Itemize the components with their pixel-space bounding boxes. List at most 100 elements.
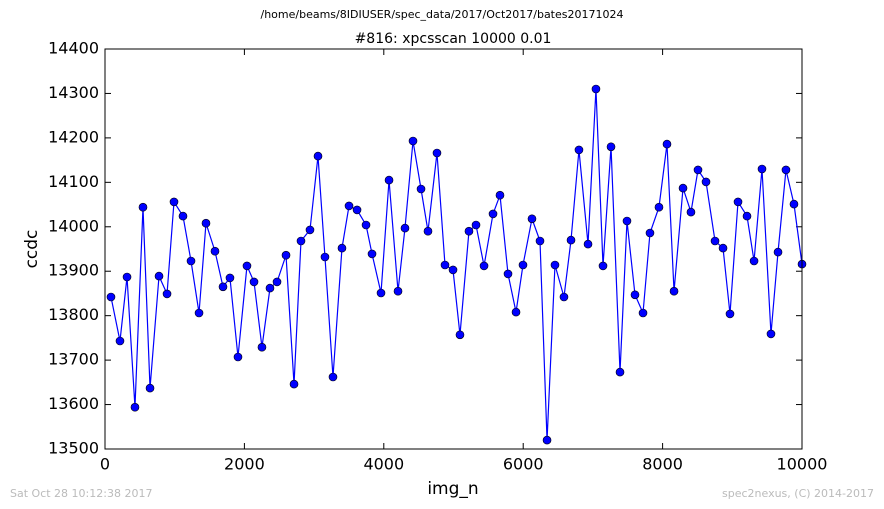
- data-point: [742, 211, 752, 221]
- data-point: [448, 265, 458, 275]
- data-point: [773, 247, 783, 257]
- data-point: [218, 282, 228, 292]
- data-point: [678, 183, 688, 193]
- data-point: [598, 261, 608, 271]
- data-point: [638, 308, 648, 318]
- data-point: [210, 246, 220, 256]
- y-tick-label: 14000: [48, 216, 99, 235]
- x-tick-label: 2000: [224, 455, 265, 474]
- x-axis-label: img_n: [427, 479, 478, 499]
- data-point: [710, 236, 720, 246]
- data-point: [542, 435, 552, 445]
- data-point: [464, 226, 474, 236]
- data-point: [169, 197, 179, 207]
- data-point: [257, 342, 267, 352]
- data-point: [645, 228, 655, 238]
- data-point: [320, 252, 330, 262]
- data-point: [194, 308, 204, 318]
- data-point: [488, 209, 498, 219]
- x-tick-label: 8000: [642, 455, 683, 474]
- data-point: [337, 243, 347, 253]
- data-point: [622, 216, 632, 226]
- data-point: [296, 236, 306, 246]
- data-point: [503, 269, 513, 279]
- data-point: [789, 199, 799, 209]
- footer-right: spec2nexus, (C) 2014-2017: [722, 487, 874, 500]
- data-point: [693, 165, 703, 175]
- x-tick-label: 4000: [363, 455, 404, 474]
- data-point: [574, 145, 584, 155]
- data-point: [725, 309, 735, 319]
- data-point: [654, 202, 664, 212]
- data-point: [471, 220, 481, 230]
- y-tick-label: 14200: [48, 127, 99, 146]
- data-point: [701, 177, 711, 187]
- data-line: [110, 88, 803, 441]
- data-point: [432, 148, 442, 158]
- data-point: [281, 250, 291, 260]
- data-point: [138, 202, 148, 212]
- data-point: [313, 151, 323, 161]
- data-point: [455, 330, 465, 340]
- data-point: [393, 286, 403, 296]
- data-point: [559, 292, 569, 302]
- data-point: [423, 226, 433, 236]
- data-point: [781, 165, 791, 175]
- plot-frame: [104, 48, 803, 450]
- data-point: [440, 260, 450, 270]
- data-point: [154, 271, 164, 281]
- y-tick-label: 14400: [48, 39, 99, 58]
- data-point: [630, 290, 640, 300]
- data-point: [408, 136, 418, 146]
- data-point: [289, 379, 299, 389]
- data-point: [479, 261, 489, 271]
- data-point: [583, 239, 593, 249]
- data-point: [733, 197, 743, 207]
- suptitle: /home/beams/8IDIUSER/spec_data/2017/Oct2…: [261, 8, 624, 21]
- footer-left: Sat Oct 28 10:12:38 2017: [10, 487, 152, 500]
- data-point: [233, 352, 243, 362]
- data-point: [145, 383, 155, 393]
- data-point: [615, 367, 625, 377]
- y-tick-label: 13900: [48, 261, 99, 280]
- data-point: [122, 272, 132, 282]
- data-point: [591, 84, 601, 94]
- x-tick-label: 0: [100, 455, 110, 474]
- y-tick-label: 14100: [48, 172, 99, 191]
- chart-title: #816: xpcsscan 10000 0.01: [355, 31, 552, 47]
- data-point: [606, 142, 616, 152]
- data-point: [669, 286, 679, 296]
- data-point: [178, 211, 188, 221]
- data-point: [495, 190, 505, 200]
- data-point: [527, 214, 537, 224]
- data-point: [550, 260, 560, 270]
- y-axis-label: ccdc: [22, 230, 42, 269]
- data-point: [718, 243, 728, 253]
- data-point: [662, 139, 672, 149]
- data-point: [106, 292, 116, 302]
- data-point: [265, 283, 275, 293]
- data-point: [225, 273, 235, 283]
- data-point: [749, 256, 759, 266]
- data-point: [162, 289, 172, 299]
- data-point: [272, 277, 282, 287]
- y-tick-label: 13800: [48, 305, 99, 324]
- data-point: [352, 205, 362, 215]
- data-point: [328, 372, 338, 382]
- data-point: [384, 175, 394, 185]
- data-point: [416, 184, 426, 194]
- data-point: [566, 235, 576, 245]
- data-point: [518, 260, 528, 270]
- data-point: [344, 201, 354, 211]
- data-point: [186, 256, 196, 266]
- y-tick-label: 13700: [48, 350, 99, 369]
- data-point: [249, 277, 259, 287]
- data-point: [376, 288, 386, 298]
- data-point: [115, 336, 125, 346]
- y-tick-label: 13500: [48, 439, 99, 458]
- y-tick-label: 13600: [48, 394, 99, 413]
- data-point: [361, 220, 371, 230]
- data-point: [201, 218, 211, 228]
- data-point: [130, 402, 140, 412]
